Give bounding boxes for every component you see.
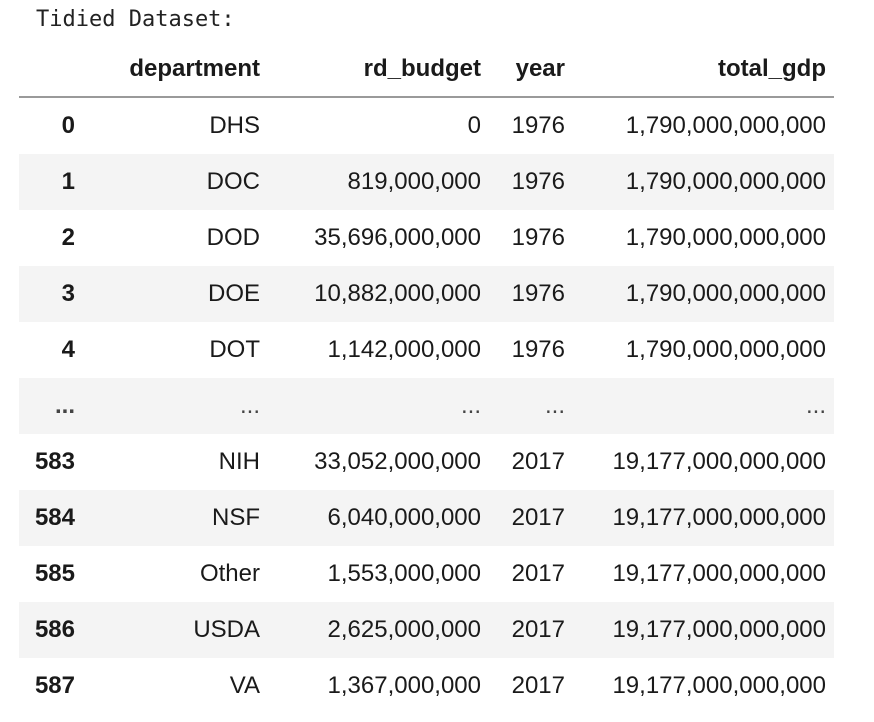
cell-department: NSF bbox=[212, 504, 260, 531]
dataframe-table: department rd_budget year total_gdp 0 DH… bbox=[19, 42, 834, 714]
cell-rd-budget: 6,040,000,000 bbox=[327, 504, 481, 531]
cell-department: DOD bbox=[206, 224, 260, 251]
cell-year: 2017 bbox=[511, 560, 565, 587]
table-row-ellipsis: ... ... ... ... ... bbox=[19, 378, 834, 434]
cell-year: 1976 bbox=[511, 280, 565, 307]
cell-total-gdp: 1,790,000,000,000 bbox=[625, 168, 826, 195]
row-index: 584 bbox=[34, 504, 75, 531]
cell-total-gdp: 19,177,000,000,000 bbox=[612, 560, 826, 587]
cell-total-gdp: 19,177,000,000,000 bbox=[612, 672, 826, 699]
row-index: 586 bbox=[34, 616, 75, 643]
cell-rd-budget: 0 bbox=[467, 112, 481, 139]
cell-department: DHS bbox=[209, 112, 260, 139]
column-header-year: year bbox=[489, 42, 573, 98]
cell-total-gdp: ... bbox=[805, 392, 826, 419]
cell-department: ... bbox=[239, 392, 260, 419]
table-header-row: department rd_budget year total_gdp bbox=[19, 42, 834, 98]
table-row: 3 DOE 10,882,000,000 1976 1,790,000,000,… bbox=[19, 266, 834, 322]
cell-rd-budget: ... bbox=[460, 392, 481, 419]
table-row: 4 DOT 1,142,000,000 1976 1,790,000,000,0… bbox=[19, 322, 834, 378]
cell-total-gdp: 1,790,000,000,000 bbox=[625, 336, 826, 363]
cell-rd-budget: 1,553,000,000 bbox=[327, 560, 481, 587]
cell-rd-budget: 10,882,000,000 bbox=[314, 280, 481, 307]
table-row: 585 Other 1,553,000,000 2017 19,177,000,… bbox=[19, 546, 834, 602]
table-row: 2 DOD 35,696,000,000 1976 1,790,000,000,… bbox=[19, 210, 834, 266]
cell-rd-budget: 1,142,000,000 bbox=[327, 336, 481, 363]
cell-total-gdp: 1,790,000,000,000 bbox=[625, 224, 826, 251]
cell-total-gdp: 1,790,000,000,000 bbox=[625, 280, 826, 307]
table-row: 587 VA 1,367,000,000 2017 19,177,000,000… bbox=[19, 658, 834, 714]
table-row: 0 DHS 0 1976 1,790,000,000,000 bbox=[19, 97, 834, 154]
row-index: 583 bbox=[34, 448, 75, 475]
cell-department: VA bbox=[229, 672, 260, 699]
cell-year: 2017 bbox=[511, 504, 565, 531]
table-row: 584 NSF 6,040,000,000 2017 19,177,000,00… bbox=[19, 490, 834, 546]
column-header-rd-budget: rd_budget bbox=[268, 42, 489, 98]
cell-year: 1976 bbox=[511, 168, 565, 195]
cell-year: 1976 bbox=[511, 336, 565, 363]
cell-total-gdp: 19,177,000,000,000 bbox=[612, 448, 826, 475]
row-index: 587 bbox=[34, 672, 75, 699]
cell-year: 2017 bbox=[511, 448, 565, 475]
cell-rd-budget: 33,052,000,000 bbox=[314, 448, 481, 475]
cell-rd-budget: 1,367,000,000 bbox=[327, 672, 481, 699]
cell-total-gdp: 19,177,000,000,000 bbox=[612, 504, 826, 531]
table-row: 583 NIH 33,052,000,000 2017 19,177,000,0… bbox=[19, 434, 834, 490]
cell-rd-budget: 819,000,000 bbox=[347, 168, 481, 195]
cell-department: DOT bbox=[209, 336, 260, 363]
cell-department: NIH bbox=[218, 448, 260, 475]
cell-total-gdp: 19,177,000,000,000 bbox=[612, 616, 826, 643]
cell-department: Other bbox=[199, 560, 260, 587]
cell-department: DOE bbox=[207, 280, 260, 307]
output-label: Tidied Dataset: bbox=[36, 7, 235, 32]
cell-total-gdp: 1,790,000,000,000 bbox=[625, 112, 826, 139]
table-row: 586 USDA 2,625,000,000 2017 19,177,000,0… bbox=[19, 602, 834, 658]
column-header-department: department bbox=[83, 42, 268, 98]
index-header bbox=[19, 42, 83, 98]
row-index: 1 bbox=[61, 168, 75, 195]
cell-year: 1976 bbox=[511, 112, 565, 139]
row-index: 4 bbox=[61, 336, 75, 363]
cell-rd-budget: 35,696,000,000 bbox=[314, 224, 481, 251]
row-index: 0 bbox=[61, 112, 75, 139]
cell-department: USDA bbox=[193, 616, 260, 643]
row-index: 3 bbox=[61, 280, 75, 307]
column-header-total-gdp: total_gdp bbox=[573, 42, 834, 98]
table-row: 1 DOC 819,000,000 1976 1,790,000,000,000 bbox=[19, 154, 834, 210]
row-index: 2 bbox=[61, 224, 75, 251]
cell-year: 1976 bbox=[511, 224, 565, 251]
cell-year: 2017 bbox=[511, 672, 565, 699]
row-index: 585 bbox=[34, 560, 75, 587]
row-index: ... bbox=[54, 392, 75, 419]
cell-year: 2017 bbox=[511, 616, 565, 643]
cell-year: ... bbox=[544, 392, 565, 419]
cell-rd-budget: 2,625,000,000 bbox=[327, 616, 481, 643]
cell-department: DOC bbox=[206, 168, 260, 195]
